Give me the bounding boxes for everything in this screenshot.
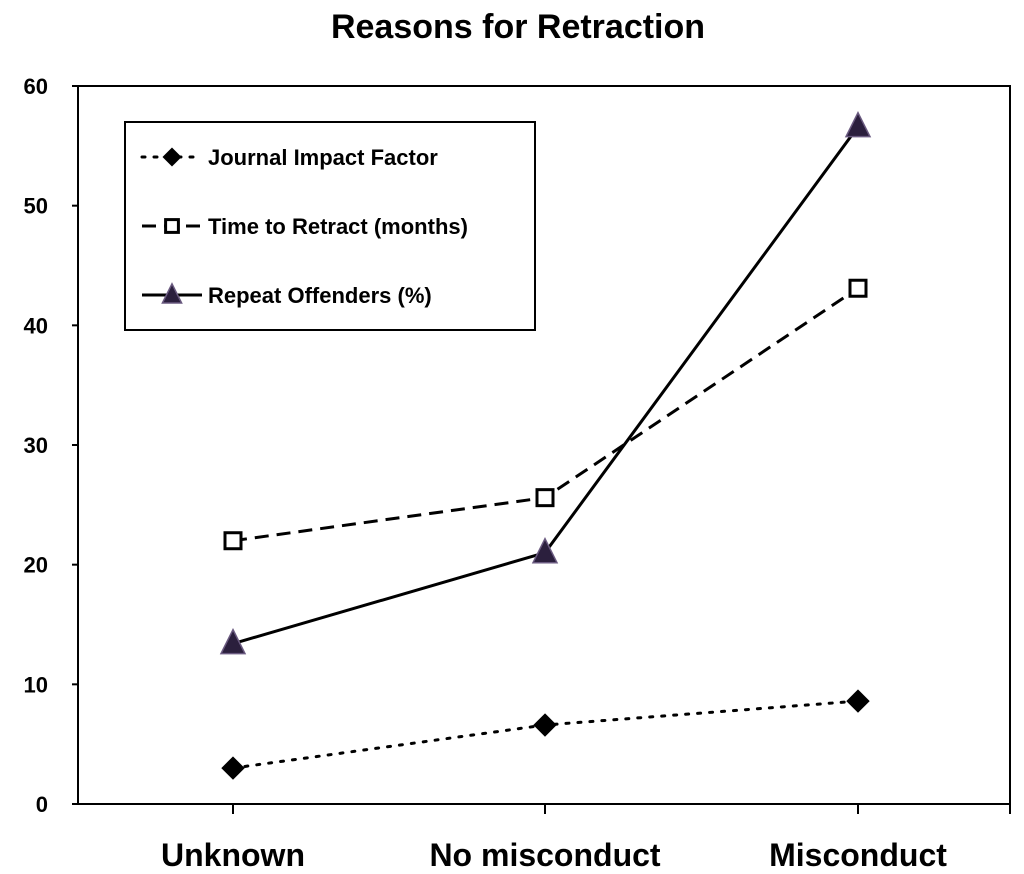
y-tick-label: 60	[24, 74, 48, 99]
legend-marker	[164, 218, 180, 234]
data-point	[533, 713, 557, 737]
legend-marker	[161, 282, 183, 304]
x-category-label: No misconduct	[429, 837, 660, 873]
y-axis: 0 10 20 30 40 50 60	[24, 74, 78, 817]
legend-items: Journal Impact Factor Time to Retract (mo…	[140, 145, 468, 308]
y-tick-label: 0	[36, 792, 48, 817]
x-category-label: Misconduct	[769, 837, 947, 873]
legend-entry: Journal Impact Factor	[140, 145, 438, 170]
legend-label: Repeat Offenders (%)	[208, 283, 432, 308]
data-point	[535, 488, 555, 508]
chart-title: Reasons for Retraction	[331, 8, 705, 46]
data-point	[846, 689, 870, 713]
y-tick-label: 30	[24, 433, 48, 458]
x-axis: Unknown No misconduct Misconduct	[161, 804, 1011, 873]
legend-label: Journal Impact Factor	[208, 145, 438, 170]
series	[219, 111, 872, 655]
legend-entry: Time to Retract (months)	[142, 214, 468, 239]
series	[223, 278, 868, 551]
data-point	[219, 627, 247, 655]
y-tick-label: 20	[24, 553, 48, 578]
data-point	[844, 111, 872, 138]
series	[221, 689, 870, 780]
data-point	[223, 531, 243, 551]
data-point	[531, 537, 559, 564]
y-tick-label: 40	[24, 313, 48, 338]
data-point	[848, 278, 868, 298]
legend: Journal Impact Factor Time to Retract (mo…	[124, 121, 536, 331]
legend-marker	[162, 147, 182, 167]
x-category-label: Unknown	[161, 837, 305, 873]
legend-entry: Repeat Offenders (%)	[142, 282, 432, 308]
data-point	[221, 756, 245, 780]
legend-label: Time to Retract (months)	[208, 214, 468, 239]
y-tick-label: 10	[24, 672, 48, 697]
series-layer	[219, 111, 872, 780]
y-tick-label: 50	[24, 194, 48, 219]
